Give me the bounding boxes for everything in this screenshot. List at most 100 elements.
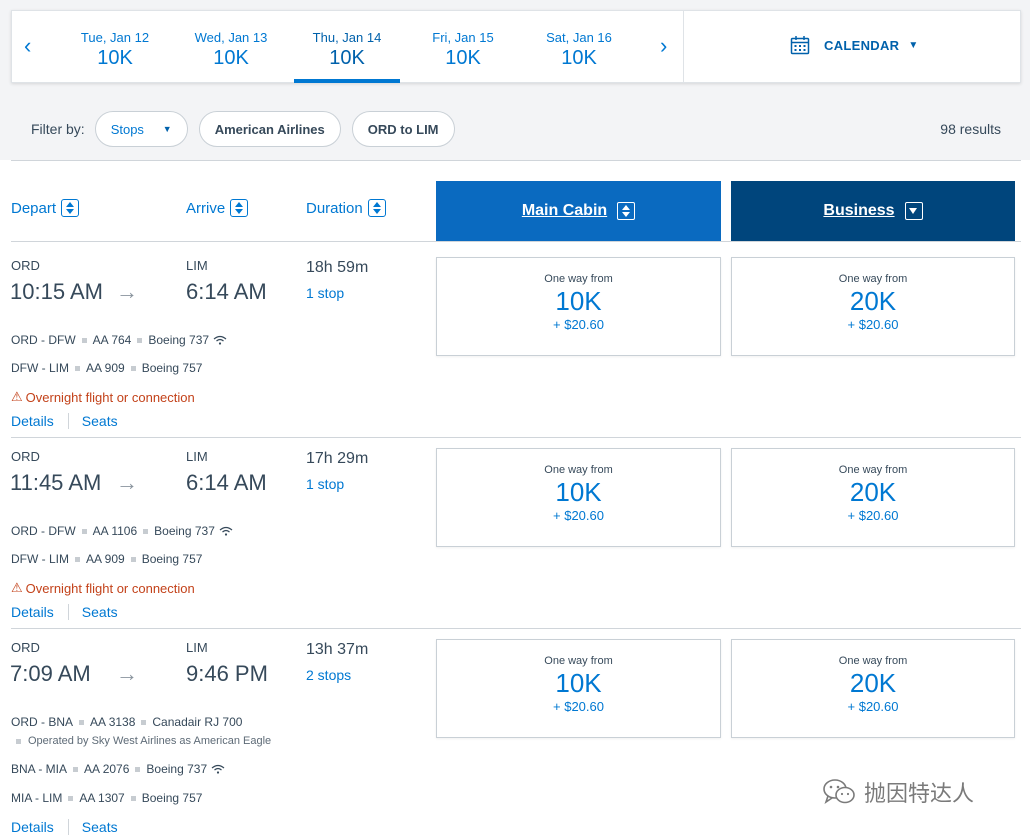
depart-header-label: Depart xyxy=(11,199,57,217)
price-miles: 20K xyxy=(849,477,897,507)
seats-link[interactable]: Seats xyxy=(81,413,118,429)
sort-duration-button[interactable]: Duration xyxy=(306,199,386,217)
details-link[interactable]: Details xyxy=(11,604,69,620)
segment: ORD - BNA AA 3138 Canadair RJ 700 xyxy=(11,715,242,729)
arrive-time: 9:46 PM xyxy=(186,661,268,686)
stops-filter-dropdown[interactable]: Stops ▼ xyxy=(94,111,188,147)
segment-flight: AA 909 xyxy=(86,361,125,375)
date-tab-jan-12[interactable]: Tue, Jan 12 10K xyxy=(62,11,168,83)
date-tab-day: Thu, Jan 14 xyxy=(312,30,382,45)
sort-icon xyxy=(230,199,249,217)
stops-link[interactable]: 1 stop xyxy=(306,476,345,492)
business-price-button[interactable]: One way from 20K + $20.60 xyxy=(731,448,1015,547)
arrive-header-label: Arrive xyxy=(186,199,226,217)
price-tax: + $20.60 xyxy=(847,317,899,332)
sort-arrive-button[interactable]: Arrive xyxy=(186,199,249,217)
main-cabin-price-button[interactable]: One way from 10K + $20.60 xyxy=(436,639,721,738)
depart-airport: ORD xyxy=(11,640,40,655)
stops-filter-label: Stops xyxy=(110,121,144,137)
depart-time: 7:09 AM xyxy=(10,661,91,686)
chevron-right-icon[interactable]: › xyxy=(660,33,668,58)
main-cabin-price-button[interactable]: One way from 10K + $20.60 xyxy=(436,257,721,356)
separator xyxy=(135,766,141,772)
depart-time: 10:15 AM xyxy=(10,279,103,304)
price-tax: + $20.60 xyxy=(847,508,899,523)
stops-link[interactable]: 2 stops xyxy=(306,667,352,683)
price-from-label: One way from xyxy=(544,655,613,667)
flight-duration: 18h 59m xyxy=(306,259,369,276)
details-link[interactable]: Details xyxy=(11,413,69,429)
date-selector-bar: ‹ Tue, Jan 12 10K Wed, Jan 13 10K Thu, J… xyxy=(11,10,1021,83)
divider xyxy=(11,160,1021,161)
price-miles: 10K xyxy=(555,477,602,507)
route-filter-chip[interactable]: ORD to LIM xyxy=(351,111,455,147)
date-tab-jan-15[interactable]: Fri, Jan 15 10K xyxy=(410,11,516,83)
watermark-text: 抛因特达人 xyxy=(864,781,975,806)
overnight-warning: ⚠ Overnight flight or connection xyxy=(11,580,195,596)
segment-flight: AA 1307 xyxy=(79,791,125,805)
arrow-right-icon: → xyxy=(116,279,138,304)
warning-icon: ⚠ xyxy=(11,389,23,404)
segment-aircraft: Boeing 737 xyxy=(146,762,208,776)
segment: BNA - MIA AA 2076 Boeing 737 xyxy=(11,762,225,776)
date-tab-jan-16[interactable]: Sat, Jan 16 10K xyxy=(526,11,632,83)
seats-link[interactable]: Seats xyxy=(81,604,118,620)
arrive-time: 6:14 AM xyxy=(186,470,267,495)
business-label: Business xyxy=(823,202,895,219)
warning-text: Overnight flight or connection xyxy=(25,580,195,596)
price-miles: 20K xyxy=(849,286,897,316)
business-price-button[interactable]: One way from 20K + $20.60 xyxy=(731,257,1015,356)
flight-links: Details Seats xyxy=(11,413,118,429)
segment-route: ORD - DFW xyxy=(11,333,76,347)
chevron-left-icon[interactable]: ‹ xyxy=(24,33,32,58)
sort-depart-button[interactable]: Depart xyxy=(11,199,80,217)
main-cabin-price-button[interactable]: One way from 10K + $20.60 xyxy=(436,448,721,547)
price-from-label: One way from xyxy=(544,464,613,476)
filter-row: Filter by: Stops ▼ American Airlines ORD… xyxy=(31,111,466,147)
arrive-time: 6:14 AM xyxy=(186,279,267,304)
price-tax: + $20.60 xyxy=(553,699,604,714)
separator xyxy=(141,719,147,725)
price-from-label: One way from xyxy=(838,464,908,476)
calendar-button[interactable]: CALENDAR ▼ xyxy=(790,35,918,55)
seats-link[interactable]: Seats xyxy=(81,819,118,835)
price-from-label: One way from xyxy=(838,655,908,667)
main-cabin-header[interactable]: Main Cabin xyxy=(436,181,721,241)
watermark: 抛因特达人 xyxy=(822,776,974,808)
wechat-icon xyxy=(823,779,855,804)
date-tab-jan-14[interactable]: Thu, Jan 14 10K xyxy=(294,11,400,83)
segment: ORD - DFW AA 764 Boeing 737 xyxy=(11,333,227,347)
price-tax: + $20.60 xyxy=(847,699,899,714)
arrive-airport: LIM xyxy=(186,640,208,655)
wifi-icon xyxy=(219,526,233,536)
segment-route: ORD - BNA xyxy=(11,715,74,729)
separator xyxy=(143,528,149,534)
depart-airport: ORD xyxy=(11,258,40,273)
calendar-label: CALENDAR xyxy=(824,37,900,53)
stops-link[interactable]: 1 stop xyxy=(306,285,345,301)
filter-label: Filter by: xyxy=(31,121,85,137)
operated-by-note: Operated by Sky West Airlines as America… xyxy=(16,735,271,747)
price-miles: 20K xyxy=(849,668,897,698)
date-tab-day: Fri, Jan 15 xyxy=(432,30,494,45)
separator xyxy=(130,365,136,371)
sort-icon xyxy=(61,199,80,217)
divider xyxy=(11,241,1021,242)
wifi-icon xyxy=(211,764,225,774)
segment-aircraft: Boeing 757 xyxy=(141,791,203,805)
depart-airport: ORD xyxy=(11,449,40,464)
caret-down-icon xyxy=(904,202,923,220)
business-header[interactable]: Business xyxy=(731,181,1015,241)
separator xyxy=(81,337,87,343)
date-tab-jan-13[interactable]: Wed, Jan 13 10K xyxy=(178,11,284,83)
details-link[interactable]: Details xyxy=(11,819,69,835)
separator xyxy=(137,337,143,343)
price-from-label: One way from xyxy=(838,273,908,285)
date-tab-price: 10K xyxy=(97,47,133,69)
date-tab-price: 10K xyxy=(213,47,249,69)
segment-route: BNA - MIA xyxy=(11,762,68,776)
arrow-right-icon: → xyxy=(116,470,138,495)
date-bar-divider xyxy=(683,11,684,83)
airline-filter-chip[interactable]: American Airlines xyxy=(198,111,341,147)
business-price-button[interactable]: One way from 20K + $20.60 xyxy=(731,639,1015,738)
